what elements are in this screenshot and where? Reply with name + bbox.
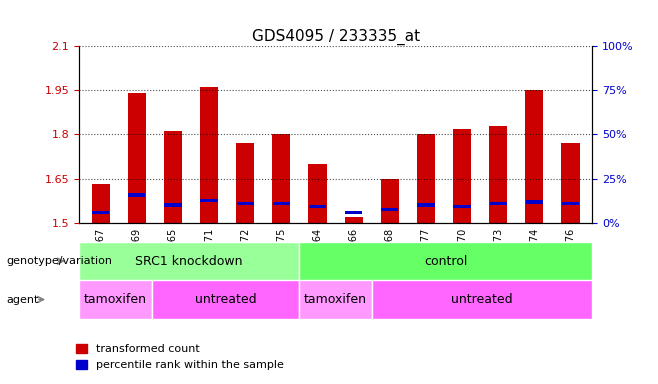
Text: control: control	[424, 255, 467, 268]
FancyBboxPatch shape	[79, 280, 152, 319]
Text: genotype/variation: genotype/variation	[7, 256, 113, 266]
Bar	[381, 208, 398, 211]
Bar	[236, 143, 254, 223]
Bar	[453, 205, 470, 208]
Bar	[237, 202, 254, 205]
Text: untreated: untreated	[451, 293, 513, 306]
FancyBboxPatch shape	[79, 242, 299, 280]
FancyBboxPatch shape	[299, 242, 592, 280]
Bar	[309, 205, 326, 208]
Bar	[309, 164, 326, 223]
FancyBboxPatch shape	[372, 280, 592, 319]
Bar	[526, 200, 543, 204]
Bar	[561, 143, 580, 223]
Bar	[200, 87, 218, 223]
Bar	[273, 202, 290, 205]
Bar	[453, 129, 471, 223]
Bar	[345, 217, 363, 223]
Bar	[345, 211, 363, 214]
Text: SRC1 knockdown: SRC1 knockdown	[135, 255, 243, 268]
Bar	[489, 126, 507, 223]
FancyBboxPatch shape	[299, 280, 372, 319]
Bar	[91, 184, 110, 223]
Bar	[562, 202, 579, 205]
Bar	[417, 203, 434, 207]
Text: tamoxifen: tamoxifen	[84, 293, 147, 306]
Text: tamoxifen: tamoxifen	[304, 293, 367, 306]
Bar	[272, 134, 290, 223]
Title: GDS4095 / 233335_at: GDS4095 / 233335_at	[251, 28, 420, 45]
Bar	[201, 199, 218, 202]
Text: agent: agent	[7, 295, 39, 305]
Bar	[490, 202, 507, 205]
FancyBboxPatch shape	[152, 280, 299, 319]
Text: untreated: untreated	[195, 293, 257, 306]
Bar	[128, 193, 145, 197]
Bar	[164, 131, 182, 223]
Bar	[381, 179, 399, 223]
Legend: transformed count, percentile rank within the sample: transformed count, percentile rank withi…	[71, 340, 288, 375]
Bar	[92, 211, 109, 214]
Bar	[525, 90, 544, 223]
Bar	[164, 203, 182, 207]
Bar	[417, 134, 435, 223]
Bar	[128, 93, 146, 223]
